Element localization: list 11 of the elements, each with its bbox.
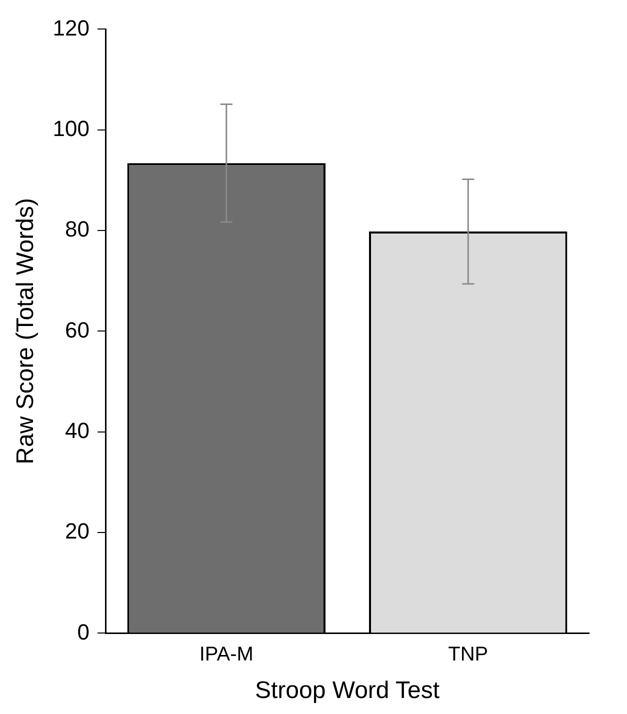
y-tick-label: 80: [65, 216, 90, 242]
x-tick-label: IPA-M: [199, 644, 254, 666]
x-tick-label: TNP: [448, 644, 488, 666]
y-tick-label: 20: [65, 518, 90, 544]
y-tick-label: 40: [65, 418, 90, 443]
y-tick-label: 60: [65, 317, 90, 342]
x-axis-title: Stroop Word Test: [254, 677, 440, 704]
y-axis-title: Raw Score (Total Words): [12, 198, 40, 464]
y-tick-label: 120: [52, 15, 90, 40]
y-tick-label: 0: [77, 619, 90, 644]
y-tick-label: 100: [52, 116, 90, 141]
